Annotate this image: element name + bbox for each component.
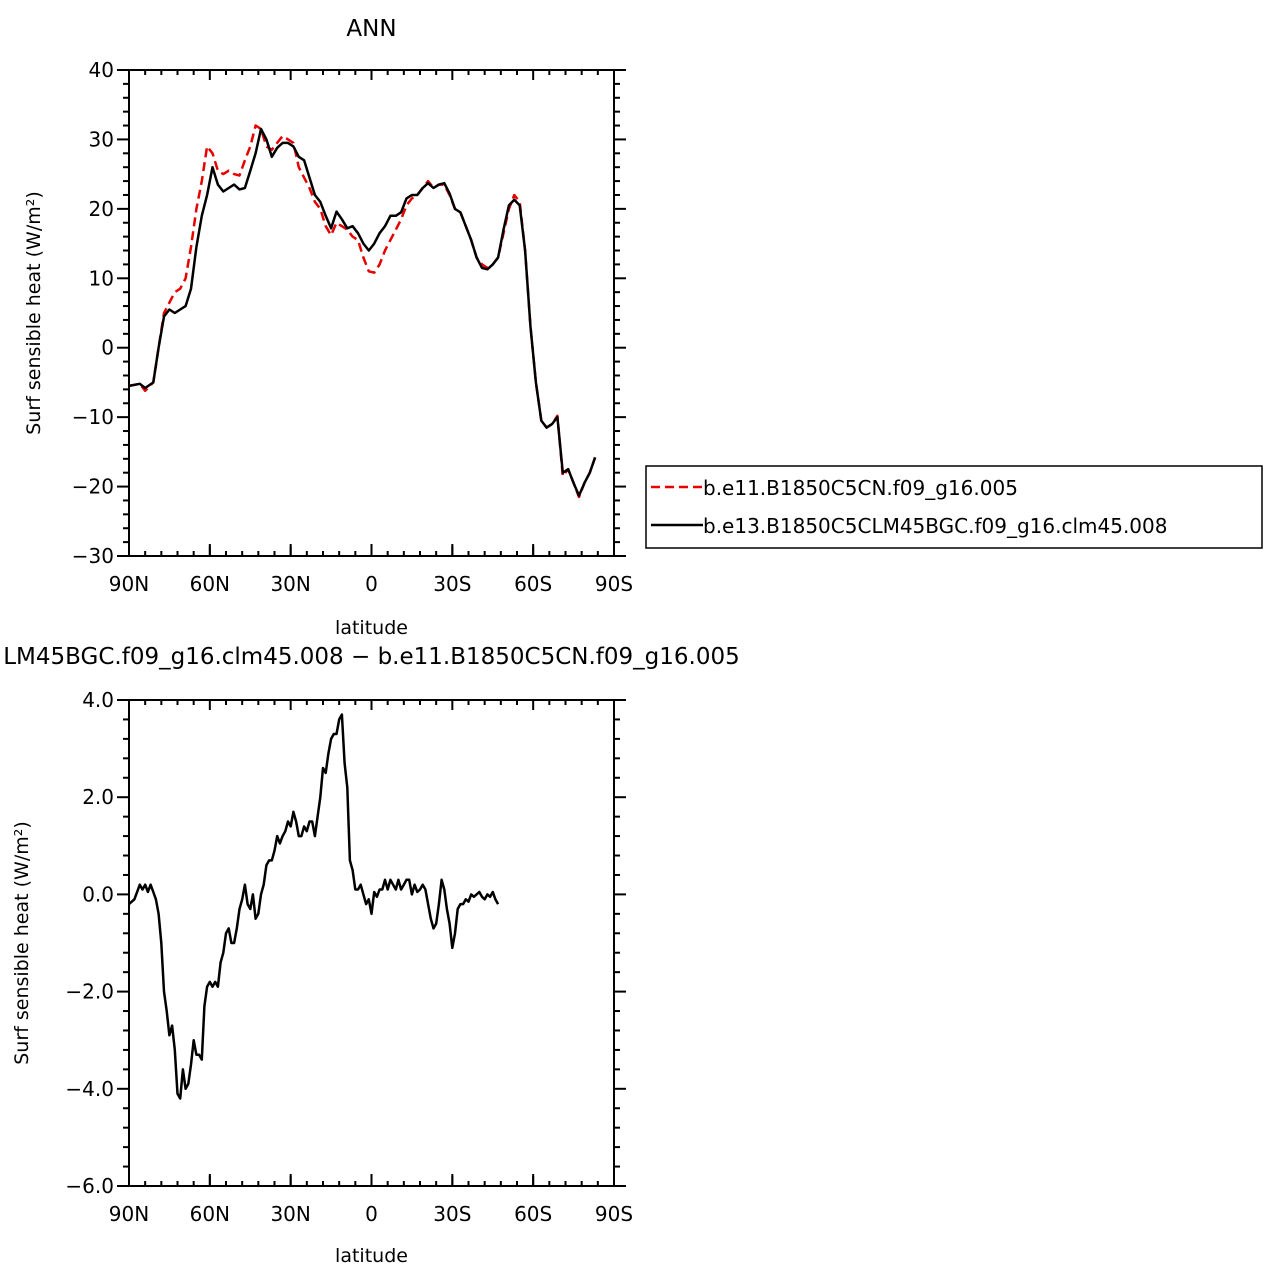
y-tick-label: 4.0	[82, 688, 114, 712]
y-tick-label: −30	[72, 544, 114, 568]
series-line-1	[128, 124, 597, 499]
y-axis-label: Surf sensible heat (W/m²)	[23, 191, 45, 435]
x-tick-label: 90S	[595, 572, 633, 596]
chart-title: ANN	[346, 16, 396, 42]
x-tick-label: 90N	[109, 572, 149, 596]
y-tick-label: −10	[72, 405, 114, 429]
x-tick-label: 90N	[109, 1202, 149, 1226]
x-tick-label: 0	[365, 572, 378, 596]
y-tick-label: −6.0	[65, 1174, 114, 1198]
chart-title: LM45BGC.f09_g16.clm45.008 − b.e11.B1850C…	[3, 644, 740, 670]
legend-box	[645, 465, 1263, 549]
y-axis-label: Surf sensible heat (W/m²)	[11, 821, 33, 1065]
y-tick-label: −20	[72, 475, 114, 499]
series-line-2	[128, 127, 597, 497]
x-axis-label: latitude	[335, 617, 408, 639]
x-tick-label: 60N	[190, 1202, 230, 1226]
y-tick-label: 20	[89, 197, 114, 221]
plot-frame	[128, 69, 615, 557]
plot-frame	[128, 699, 615, 1187]
y-tick-label: 2.0	[82, 785, 114, 809]
legend-label: b.e13.B1850C5CLM45BGC.f09_g16.clm45.008	[703, 514, 1167, 538]
y-tick-label: 40	[89, 58, 114, 82]
y-tick-label: −4.0	[65, 1077, 114, 1101]
y-tick-label: 0	[101, 336, 114, 360]
x-tick-label: 60N	[190, 572, 230, 596]
y-tick-label: 10	[89, 266, 114, 290]
series-line-1	[128, 713, 500, 1100]
y-tick-label: 0.0	[82, 882, 114, 906]
x-tick-label: 0	[365, 1202, 378, 1226]
y-tick-label: −2.0	[65, 980, 114, 1004]
x-tick-label: 30N	[270, 572, 310, 596]
x-tick-label: 60S	[514, 1202, 552, 1226]
legend-label: b.e11.B1850C5CN.f09_g16.005	[703, 476, 1018, 500]
y-tick-label: 30	[89, 127, 114, 151]
x-tick-label: 90S	[595, 1202, 633, 1226]
x-tick-label: 30N	[270, 1202, 310, 1226]
x-tick-label: 60S	[514, 572, 552, 596]
x-tick-label: 30S	[433, 572, 471, 596]
x-tick-label: 30S	[433, 1202, 471, 1226]
x-axis-label: latitude	[335, 1245, 408, 1267]
